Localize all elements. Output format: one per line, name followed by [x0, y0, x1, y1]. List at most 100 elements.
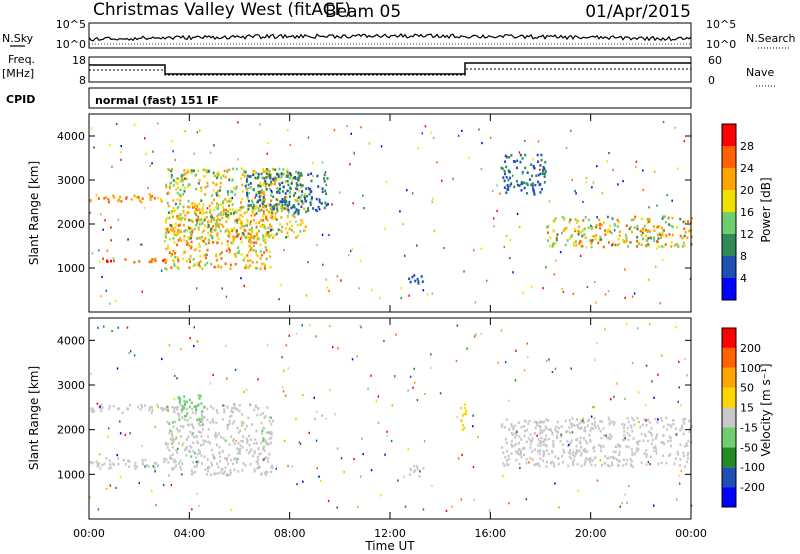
velocity-cell	[141, 405, 144, 409]
power-cell	[296, 187, 299, 191]
power-cell	[561, 231, 563, 235]
power-noise-cell	[229, 213, 231, 216]
power-cell	[652, 237, 655, 240]
power-noise-cell	[316, 244, 318, 247]
power-cell	[283, 207, 286, 210]
velocity-cell	[578, 427, 580, 430]
velocity-noise-cell	[99, 405, 101, 408]
power-cell	[296, 223, 299, 227]
power-cell	[309, 203, 312, 207]
power-cell	[301, 200, 304, 203]
power-cell	[668, 233, 671, 236]
velocity-cell	[255, 460, 258, 464]
velocity-cell	[219, 455, 222, 459]
velocity-cell	[236, 426, 239, 430]
velocity-cell	[209, 421, 212, 424]
power-cell	[569, 218, 572, 221]
power-cell	[201, 239, 204, 242]
power-cell	[537, 173, 540, 177]
velocity-cell	[538, 464, 541, 468]
power-noise-cell	[198, 264, 200, 267]
power-noise-cell	[324, 171, 327, 174]
velocity-cell	[510, 439, 513, 443]
power-colorbar-tick: 16	[740, 206, 754, 219]
power-cell	[179, 237, 182, 240]
velocity-cell	[216, 411, 219, 415]
velocity-cell	[520, 453, 522, 456]
velocity-cell	[591, 422, 594, 426]
power-cell	[622, 239, 624, 242]
velocity-noise-cell	[285, 344, 288, 347]
power-cell	[590, 245, 593, 249]
velocity-cell	[516, 450, 519, 453]
power-cell	[157, 196, 160, 200]
power-cell	[190, 226, 193, 230]
power-cell	[170, 181, 173, 185]
velocity-noise-cell	[430, 366, 432, 369]
power-noise-cell	[352, 202, 354, 205]
power-cell	[89, 199, 92, 203]
velocity-cell	[179, 465, 182, 469]
power-cell	[187, 211, 190, 214]
power-noise-cell	[328, 233, 330, 237]
power-cell	[265, 176, 268, 179]
power-cell	[534, 183, 537, 187]
power-cell	[568, 220, 571, 224]
power-cell	[236, 234, 239, 237]
power-noise-cell	[350, 132, 352, 135]
power-cell	[266, 167, 269, 171]
power-cell	[154, 259, 157, 263]
velocity-cell	[600, 449, 603, 453]
power-cell	[250, 247, 253, 250]
power-cell	[202, 211, 205, 215]
power-cell	[668, 223, 671, 226]
power-cell	[225, 170, 228, 173]
velocity-noise-cell	[196, 492, 198, 495]
power-cell	[562, 229, 565, 232]
power-cell	[228, 235, 231, 239]
power-cell	[164, 227, 167, 231]
power-cell	[271, 211, 274, 215]
velocity-cell	[228, 473, 231, 477]
power-cell	[564, 243, 567, 247]
velocity-cell	[618, 450, 621, 454]
power-cell	[222, 201, 225, 205]
power-cell	[647, 229, 650, 232]
power-cell	[209, 234, 212, 237]
power-cell	[277, 228, 280, 232]
velocity-noise-cell	[196, 340, 199, 343]
power-cell	[273, 204, 276, 208]
velocity-cell	[521, 447, 524, 450]
velocity-cell	[573, 458, 576, 462]
power-cell	[250, 214, 253, 217]
velocity-cell	[256, 466, 259, 470]
velocity-cell	[240, 439, 243, 443]
velocity-cell	[559, 440, 562, 443]
velocity-cell	[600, 444, 603, 448]
power-cell	[518, 184, 521, 187]
power-cell	[262, 192, 265, 195]
velocity-cell	[215, 409, 218, 412]
power-noise-cell	[140, 243, 142, 246]
power-cell	[198, 202, 201, 205]
power-cell	[210, 220, 213, 223]
velocity-cell	[206, 418, 209, 422]
power-cell	[602, 245, 605, 249]
power-cell	[200, 186, 203, 190]
nave-label: Nave	[746, 66, 774, 79]
power-cell	[590, 242, 593, 245]
power-cell	[297, 202, 300, 206]
velocity-noise-cell	[180, 348, 182, 351]
power-cell	[240, 224, 243, 228]
velocity-cell	[232, 462, 234, 466]
power-cell	[195, 237, 198, 240]
velocity-noise-cell	[362, 453, 364, 456]
power-noise-cell	[486, 279, 488, 282]
power-cell	[179, 199, 182, 202]
power-noise-cell	[221, 287, 223, 290]
power-cell	[600, 238, 603, 241]
velocity-cell	[500, 446, 503, 449]
power-cell	[212, 216, 215, 220]
power-cell	[215, 253, 218, 256]
power-cell	[264, 267, 266, 270]
